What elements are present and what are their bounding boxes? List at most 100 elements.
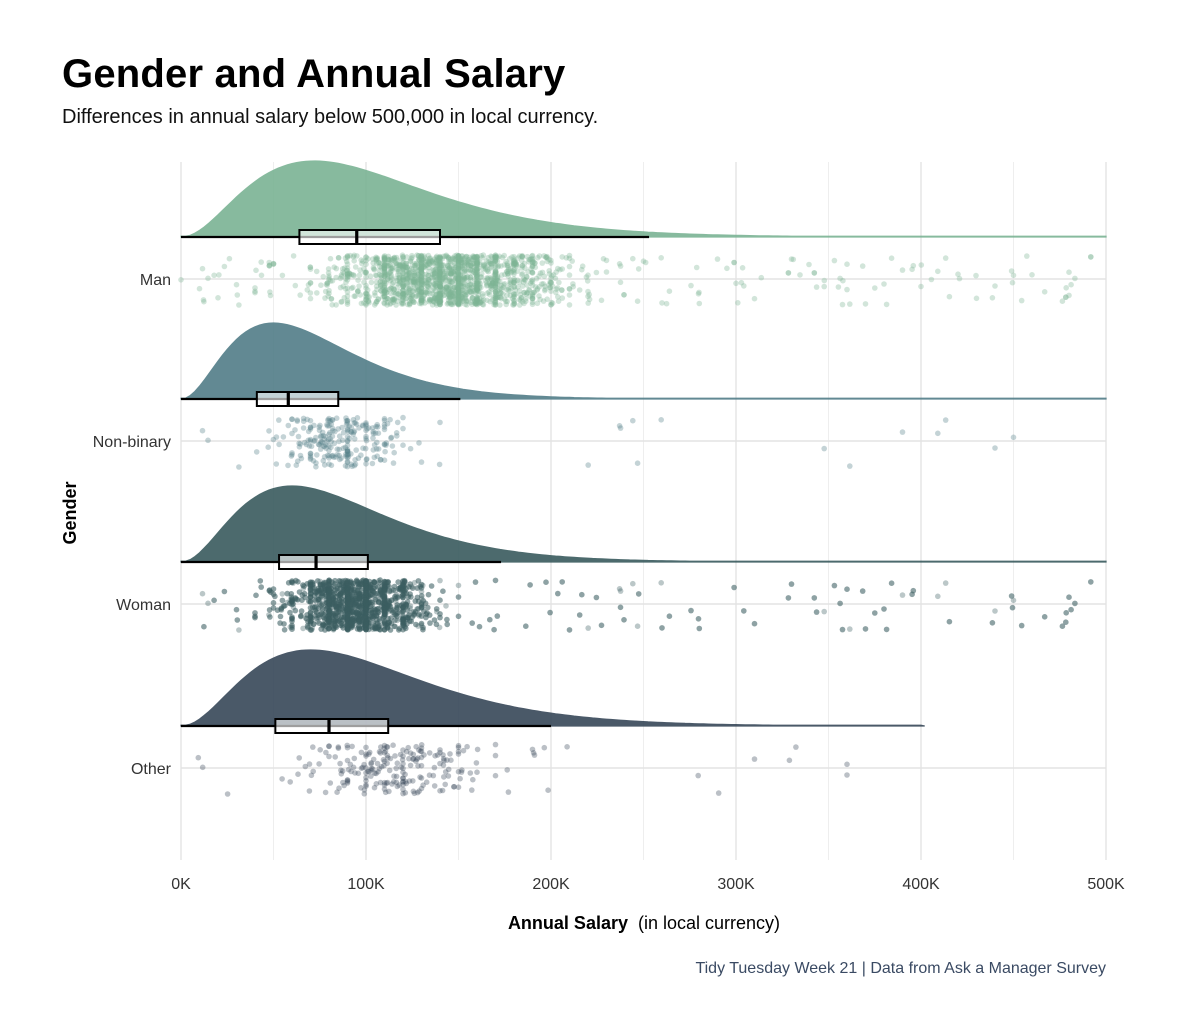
data-point [372,272,379,279]
data-point [391,623,398,630]
data-point [313,268,320,275]
chart-subtitle: Differences in annual salary below 500,0… [62,106,599,128]
data-point [418,253,425,260]
data-point [483,280,490,286]
data-point [468,256,475,262]
data-point [381,263,388,270]
data-point [474,283,480,290]
data-point [418,585,425,591]
data-point [462,291,469,298]
data-point [403,295,409,302]
data-point [492,258,499,265]
data-point [530,258,537,265]
data-point [831,582,838,589]
data-point [473,760,480,766]
data-point [392,595,399,602]
data-point [448,271,454,278]
data-point [385,256,391,263]
data-point [317,446,324,452]
data-point [569,258,575,264]
data-point [992,608,998,614]
data-point [519,253,525,260]
data-point [391,258,398,264]
data-point [455,292,462,298]
data-point [474,256,480,262]
data-point [634,298,641,305]
data-point [529,746,536,753]
data-point [593,594,600,601]
data-point [460,298,467,304]
data-point [224,791,231,797]
data-point [320,621,326,627]
data-point [391,449,398,456]
data-point [457,282,463,288]
data-point [1068,281,1074,288]
data-point [416,272,422,279]
data-point [472,254,479,260]
data-point [462,281,469,288]
data-point [415,284,421,290]
data-point [234,617,241,623]
data-point [461,255,468,262]
data-point [376,259,382,266]
data-point [437,259,443,266]
data-point [788,256,795,262]
data-point [390,279,397,286]
data-point [426,264,432,271]
data-point [344,584,351,591]
x-axis-title-bold: Annual Salary [508,913,628,933]
data-point [457,292,464,299]
data-point [447,299,453,306]
data-point [1018,297,1025,304]
data-point [211,272,217,279]
data-point [318,282,324,289]
data-point [427,261,433,267]
data-point [839,626,846,633]
data-point [536,293,542,299]
data-point [426,750,433,756]
data-point [391,583,398,590]
data-point [455,290,462,296]
data-point [418,299,425,305]
data-point [634,623,641,629]
data-point [370,265,377,271]
data-point [397,584,404,591]
data-point [363,578,369,584]
data-point [437,283,444,290]
data-point [464,273,471,280]
data-point [277,613,284,620]
data-point [455,299,462,305]
data-point [403,275,410,281]
data-point [411,299,417,305]
data-point [546,271,553,277]
data-point [492,252,499,258]
data-point [477,259,483,266]
data-point [437,270,443,276]
data-point [455,276,461,282]
data-point [559,254,565,260]
data-point [547,284,553,291]
data-point [427,290,433,297]
data-point [480,252,487,258]
data-point [532,284,539,290]
data-point [344,446,351,453]
data-point [695,772,701,779]
data-point [418,265,425,272]
data-point [500,291,506,297]
data-point [400,425,406,432]
data-point [216,272,222,278]
data-point [421,292,427,299]
data-point [387,277,393,284]
data-point [381,255,388,262]
data-point [403,290,410,296]
data-point [266,428,272,434]
data-point [226,255,233,262]
data-point [407,258,414,264]
data-point [992,283,998,289]
data-point [200,297,207,303]
data-point [455,286,462,293]
data-point [378,272,385,279]
data-point [543,579,549,585]
data-point [433,302,440,308]
data-point [344,301,351,308]
